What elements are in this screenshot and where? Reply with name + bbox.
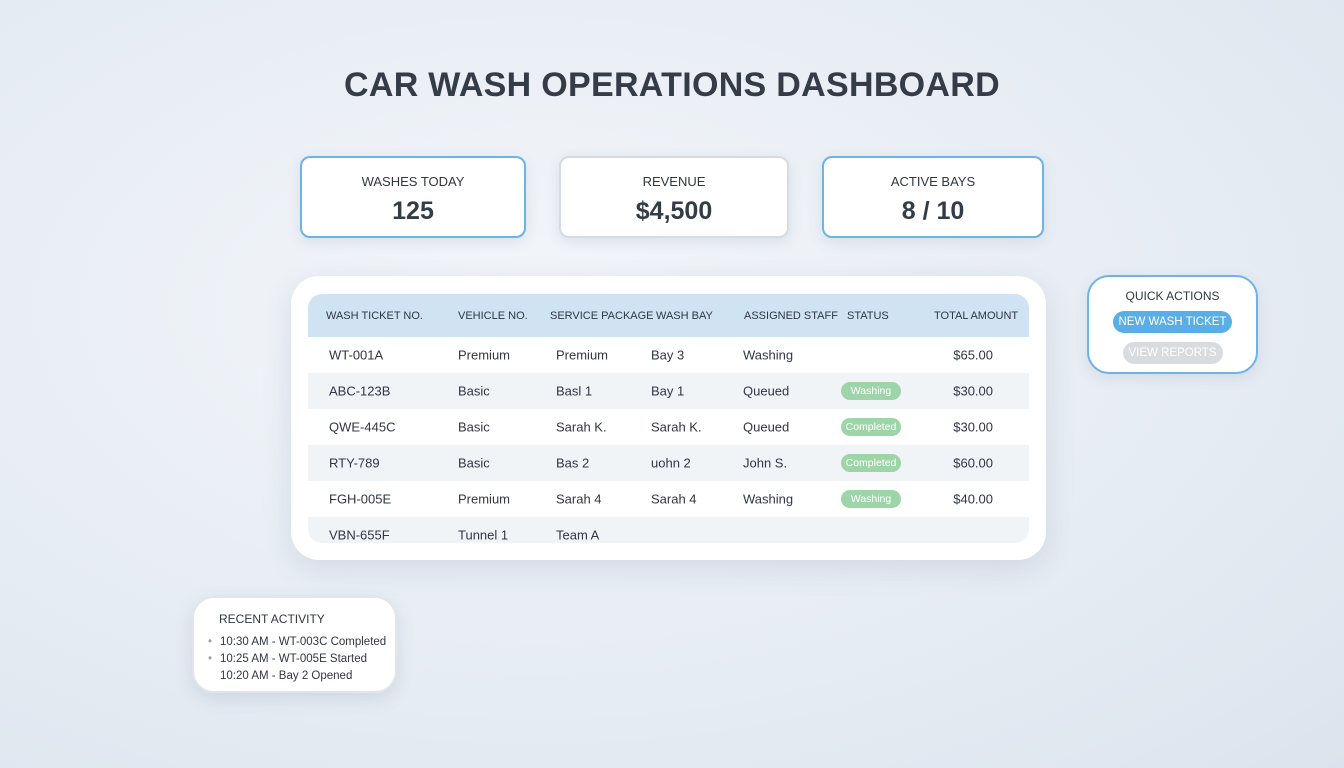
column-header[interactable]: VEHICLE NO.: [458, 309, 528, 322]
activity-item: 10:20 AM - Bay 2 Opened: [208, 668, 386, 685]
table-row[interactable]: VBN-655F Tunnel 1 Team A: [308, 517, 1029, 543]
status-badge: Completed: [841, 418, 901, 436]
kpi-washes-today: WASHES TODAY 125: [300, 156, 526, 238]
wash-tickets-table: WASH TICKET NO. VEHICLE NO. SERVICE PACKAG…: [308, 294, 1029, 543]
table-cell: ABC-123B: [329, 383, 391, 399]
kpi-label: WASHES TODAY: [361, 174, 465, 189]
kpi-label: REVENUE: [642, 174, 706, 189]
bullet-icon: •: [208, 636, 213, 648]
quick-actions-title: QUICK ACTIONS: [1125, 289, 1220, 303]
table-cell: Basic: [458, 419, 490, 435]
status-badge: Completed: [841, 454, 901, 472]
table-row[interactable]: RTY-789 Basic Bas 2 uohn 2 John S. Completed $…: [308, 445, 1029, 481]
kpi-value: 8 / 10: [901, 197, 965, 225]
table-cell: Sarah 4: [556, 491, 602, 507]
table-row[interactable]: ABC-123B Basic Basl 1 Bay 1 Queued Washing $30…: [308, 373, 1029, 409]
table-cell: Tunnel 1: [458, 527, 509, 543]
activity-text: 10:30 AM - WT-003C Completed: [220, 636, 387, 648]
table-cell: Bas 2: [556, 455, 590, 471]
column-header[interactable]: WASH TICKET NO.: [326, 309, 423, 322]
kpi-value: $4,500: [635, 197, 713, 225]
column-header[interactable]: STATUS: [847, 309, 889, 322]
table-cell: Premium: [556, 347, 609, 363]
table-cell: Premium: [458, 491, 511, 507]
table-cell: Team A: [556, 527, 600, 543]
column-header[interactable]: ASSIGNED STAFF: [744, 309, 838, 322]
table-cell: FGH-005E: [329, 491, 392, 507]
table-cell: Bay 3: [651, 347, 685, 363]
new-wash-ticket-button[interactable]: NEW WASH TICKET: [1113, 311, 1232, 333]
kpi-value: 125: [392, 197, 434, 225]
column-header[interactable]: SERVICE PACKAGE: [550, 309, 654, 322]
table-cell: Sarah 4: [651, 491, 697, 507]
page-title: CAR WASH OPERATIONS DASHBOARD: [344, 66, 1000, 104]
kpi-revenue: REVENUE $4,500: [559, 156, 789, 238]
total-amount: $40.00: [953, 491, 993, 507]
table-cell: Basic: [458, 455, 490, 471]
activity-text: 10:25 AM - WT-005E Started: [220, 653, 368, 665]
table-cell: Sarah K.: [651, 419, 702, 435]
recent-activity-title: RECENT ACTIVITY: [219, 612, 325, 626]
activity-list: • 10:30 AM - WT-003C Completed • 10:25 AM -…: [208, 634, 386, 685]
table-cell: Bay 1: [651, 383, 685, 399]
table-header: WASH TICKET NO. VEHICLE NO. SERVICE PACKAG…: [308, 294, 1029, 337]
table-row[interactable]: WT-001A Premium Premium Bay 3 Washing $65.00: [308, 337, 1029, 373]
table-cell: Washing: [743, 491, 794, 507]
table-cell: Queued: [743, 383, 790, 399]
kpi-label: ACTIVE BAYS: [890, 174, 976, 189]
table-row[interactable]: QWE-445C Basic Sarah K. Sarah K. Queued Compl…: [308, 409, 1029, 445]
quick-actions-panel: QUICK ACTIONS NEW WASH TICKET VIEW REPOR…: [1087, 275, 1258, 374]
column-header[interactable]: WASH BAY: [656, 309, 713, 322]
table-row[interactable]: FGH-005E Premium Sarah 4 Sarah 4 Washing Wash…: [308, 481, 1029, 517]
table-cell: Queued: [743, 419, 790, 435]
wash-tickets-panel: WASH TICKET NO. VEHICLE NO. SERVICE PACKAG…: [291, 276, 1046, 560]
table-cell: WT-001A: [329, 347, 384, 363]
kpi-active-bays: ACTIVE BAYS 8 / 10: [822, 156, 1044, 238]
table-cell: QWE-445C: [329, 419, 396, 435]
table-cell: Premium: [458, 347, 511, 363]
activity-text: 10:20 AM - Bay 2 Opened: [220, 670, 353, 682]
table-cell: uohn 2: [651, 455, 691, 471]
total-amount: $30.00: [953, 419, 993, 435]
table-cell: Washing: [743, 347, 794, 363]
total-amount: $60.00: [953, 455, 993, 471]
activity-item: • 10:25 AM - WT-005E Started: [208, 651, 386, 668]
table-cell: Sarah K.: [556, 419, 607, 435]
total-amount: $65.00: [953, 347, 993, 363]
total-amount: $30.00: [953, 383, 993, 399]
table-cell: Basl 1: [556, 383, 593, 399]
activity-item: • 10:30 AM - WT-003C Completed: [208, 634, 386, 651]
view-reports-button[interactable]: VIEW REPORTS: [1122, 342, 1223, 364]
column-header[interactable]: TOTAL AMOUNT: [934, 309, 1019, 322]
table-cell: VBN-655F: [329, 527, 390, 543]
status-badge: Washing: [841, 382, 901, 400]
table-cell: RTY-789: [329, 455, 380, 471]
table-cell: John S.: [743, 455, 788, 471]
table-cell: Basic: [458, 383, 490, 399]
bullet-icon: •: [208, 653, 213, 665]
status-badge: Washing: [841, 490, 901, 508]
recent-activity-panel: RECENT ACTIVITY • 10:30 AM - WT-003C Comp…: [192, 596, 397, 693]
